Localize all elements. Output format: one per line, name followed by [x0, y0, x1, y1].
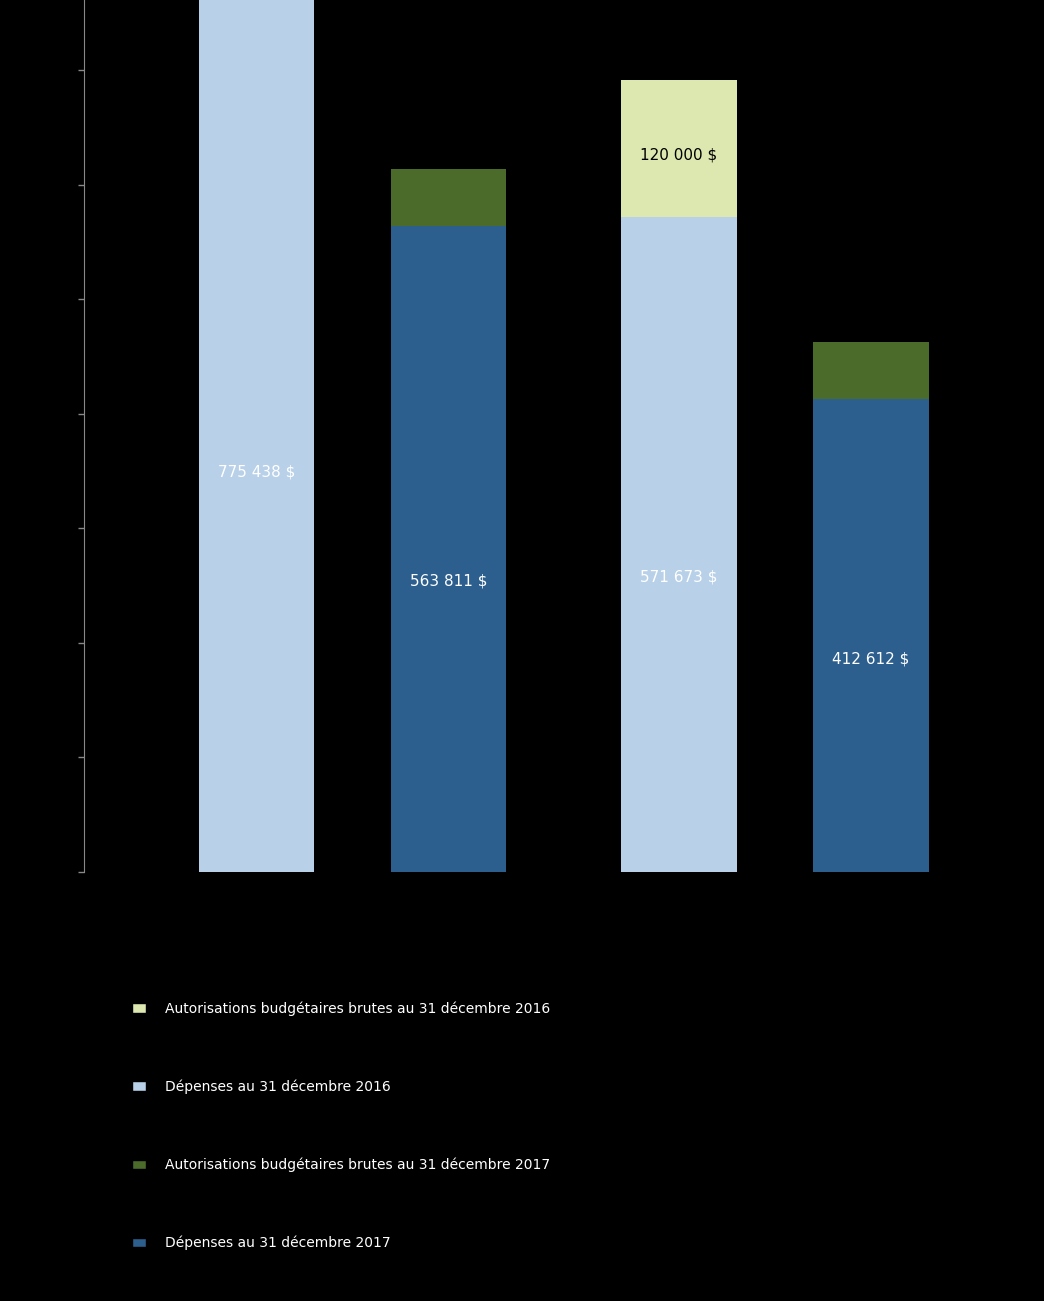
Bar	[813, 399, 929, 872]
Bar	[813, 342, 929, 399]
Text: Dépenses au 31 décembre 2017: Dépenses au 31 décembre 2017	[165, 1235, 390, 1250]
Text: 775 438 $: 775 438 $	[218, 464, 295, 480]
FancyBboxPatch shape	[132, 1003, 146, 1013]
Text: Autorisations budgétaires brutes au 31 décembre 2016: Autorisations budgétaires brutes au 31 d…	[165, 1000, 550, 1016]
Bar	[621, 79, 737, 217]
Bar	[390, 169, 506, 226]
FancyBboxPatch shape	[132, 1081, 146, 1092]
Text: 412 612 $: 412 612 $	[832, 652, 909, 666]
Text: 563 811 $: 563 811 $	[409, 574, 488, 588]
Text: 571 673 $: 571 673 $	[640, 570, 718, 584]
Text: Dépenses au 31 décembre 2016: Dépenses au 31 décembre 2016	[165, 1079, 390, 1094]
FancyBboxPatch shape	[132, 1159, 146, 1170]
Text: 120 000 $: 120 000 $	[640, 148, 717, 163]
Bar	[198, 0, 314, 872]
FancyBboxPatch shape	[132, 1237, 146, 1248]
Bar	[390, 226, 506, 872]
Text: Autorisations budgétaires brutes au 31 décembre 2017: Autorisations budgétaires brutes au 31 d…	[165, 1157, 550, 1172]
Bar	[621, 217, 737, 872]
